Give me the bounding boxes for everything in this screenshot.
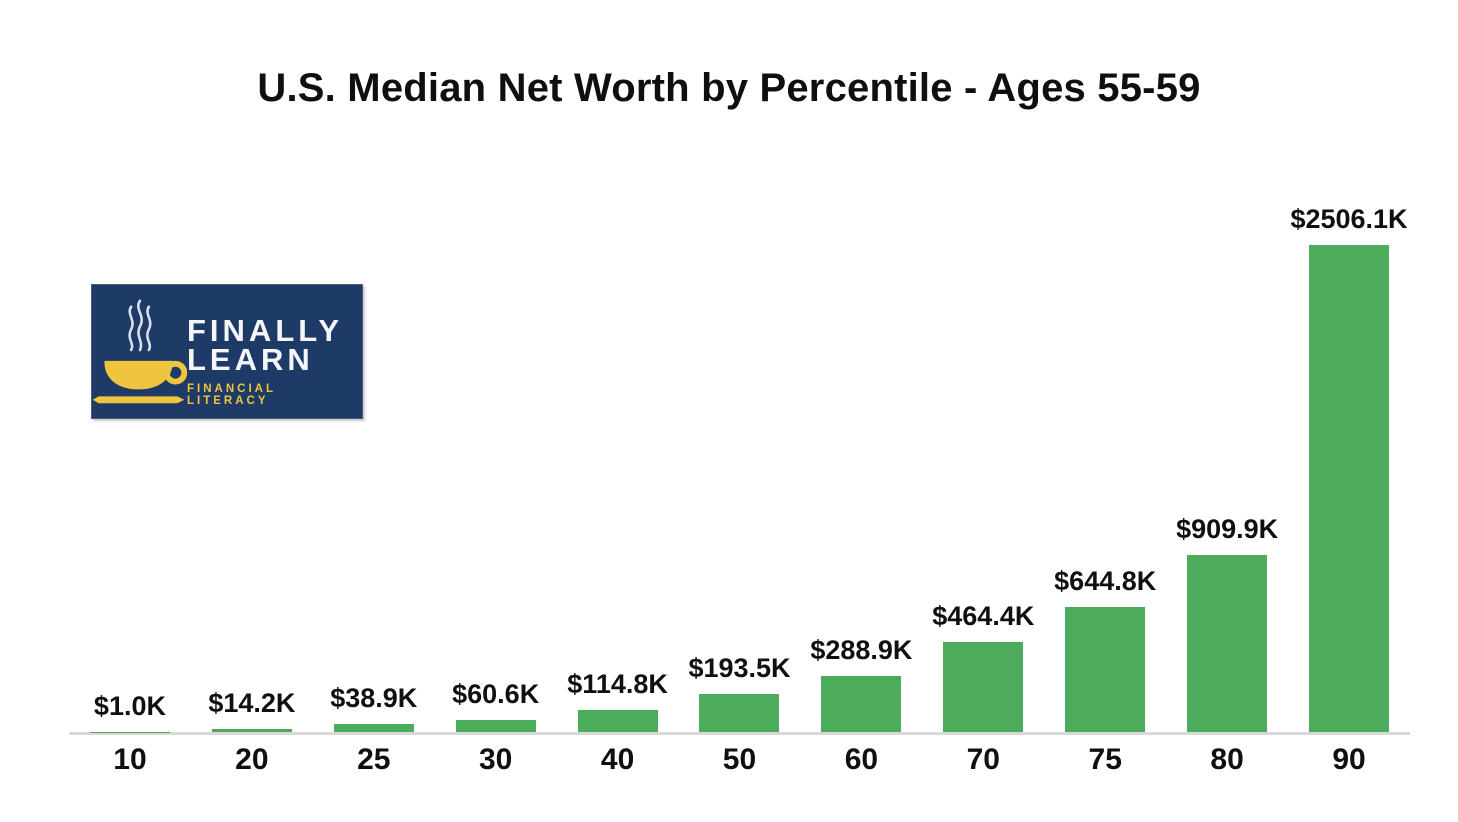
chart-column: $14.2K (191, 195, 313, 732)
bar (577, 709, 658, 732)
bar (333, 724, 414, 732)
bar-value-label: $60.6K (452, 679, 540, 710)
x-tick-label: 40 (600, 743, 635, 776)
chart-title: U.S. Median Net Worth by Percentile - Ag… (257, 66, 1201, 110)
x-tick-label: 75 (1088, 743, 1122, 776)
chart-column: $288.9K (800, 195, 922, 732)
bar-value-label: $644.8K (1054, 565, 1157, 596)
bar (699, 694, 780, 732)
x-tick-label: 60 (844, 743, 879, 776)
bar-value-label: $2506.1K (1290, 203, 1408, 234)
bar (1309, 245, 1390, 732)
x-tick-label: 25 (357, 743, 391, 776)
bar-chart: $1.0K $14.2K $38.9K $60.6K $114.8K $193.5K $28… (69, 195, 1410, 777)
bar-value-label: $114.8K (567, 668, 668, 699)
bar (455, 720, 536, 732)
plot-columns: $1.0K $14.2K $38.9K $60.6K $114.8K $193.5K $28… (69, 195, 1410, 735)
bar-value-label: $38.9K (330, 683, 418, 714)
bar (1065, 606, 1146, 732)
x-tick-label: 70 (966, 743, 1000, 776)
chart-column: $114.8K (557, 195, 679, 732)
bar-value-label: $909.9K (1176, 514, 1279, 545)
logo-tagline: FINANCIAL LITERACY (187, 383, 276, 407)
bar-value-label: $1.0K (93, 690, 166, 721)
chart-column: $909.9K (1166, 195, 1288, 732)
x-tick-label: 20 (235, 743, 269, 776)
chart-column: $193.5K (679, 195, 801, 732)
x-tick-label: 30 (478, 743, 513, 776)
x-tick-label: 80 (1210, 743, 1244, 776)
bar (211, 729, 292, 732)
finally-learn-logo: FINALLY LEARN FINANCIAL LITERACY (91, 284, 363, 419)
chart-column: $60.6K (435, 195, 557, 732)
chart-column: $38.9K (313, 195, 435, 732)
bar-value-label: $14.2K (208, 688, 296, 719)
coffee-cup-icon (92, 299, 187, 404)
logo-wordmark-line1: FINALLY (187, 313, 344, 348)
x-axis-tick-row: 10 20 25 30 40 50 60 70 75 80 90 (69, 743, 1410, 777)
x-tick-label: 50 (722, 743, 757, 776)
bar (821, 675, 902, 732)
bar-value-label: $464.4K (932, 600, 1035, 631)
bar (943, 641, 1024, 732)
bar-value-label: $288.9K (810, 634, 913, 665)
chart-column: $2506.1K (1288, 195, 1410, 732)
x-tick-label: 10 (113, 743, 147, 776)
chart-column: $644.8K (1044, 195, 1166, 732)
logo-text-block: FINALLY LEARN FINANCIAL LITERACY (187, 285, 362, 418)
chart-column: $1.0K (69, 195, 191, 732)
x-tick-label: 90 (1332, 743, 1366, 776)
bar-value-label: $193.5K (688, 653, 791, 684)
bar (1187, 555, 1268, 732)
chart-column: $464.4K (922, 195, 1044, 732)
logo-wordmark-line2: LEARN (187, 342, 314, 377)
steam-icon (128, 299, 152, 352)
